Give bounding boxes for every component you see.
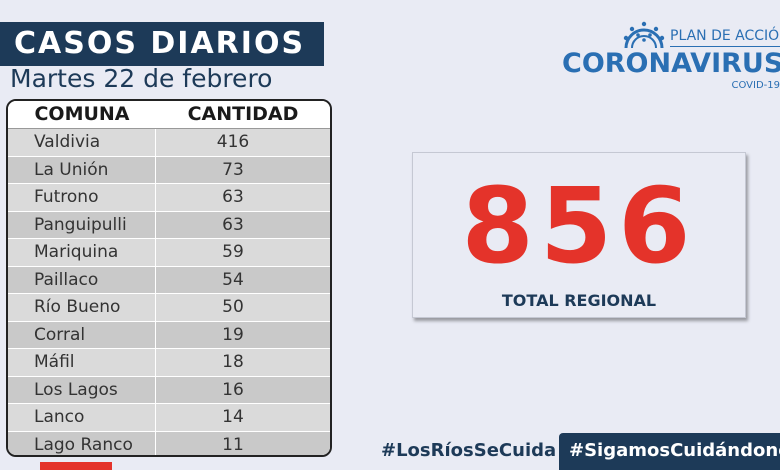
- cantidad-cell: 19: [222, 324, 244, 345]
- cantidad-cell: 73: [222, 159, 244, 180]
- comuna-cell: Panguipulli: [8, 211, 156, 238]
- table-row: Paillaco 54: [8, 266, 330, 294]
- logo-underline: [670, 46, 780, 47]
- total-label: TOTAL REGIONAL: [501, 291, 657, 310]
- hashtag-los-rios: #LosRíosSeCuida: [381, 440, 557, 461]
- comuna-cell: Los Lagos: [8, 376, 156, 403]
- comuna-cell: Futrono: [8, 184, 156, 211]
- cantidad-cell: 18: [222, 352, 244, 372]
- comuna-cell: Paillaco: [8, 266, 156, 293]
- cantidad-cell: 63: [222, 187, 244, 207]
- virus-icon: [623, 21, 665, 49]
- cantidad-cell: 14: [222, 407, 244, 427]
- cantidad-cell: 416: [216, 132, 250, 152]
- table-row: La Unión 73: [8, 156, 330, 184]
- cantidad-cell: 59: [222, 242, 244, 262]
- cantidad-cell: 63: [222, 214, 244, 235]
- total-number: 856: [461, 165, 697, 287]
- comuna-cell: Mariquina: [8, 239, 156, 266]
- comuna-cell: Corral: [8, 321, 156, 348]
- hashtag-banner: #SigamosCuidándonos: [559, 433, 780, 470]
- logo-plan-text: PLAN DE ACCIÓN: [670, 28, 780, 44]
- date-subtitle: Martes 22 de febrero: [10, 64, 273, 93]
- table-row: Corral 19: [8, 321, 330, 349]
- cantidad-cell: 50: [222, 297, 244, 317]
- cantidad-cell: 54: [222, 269, 244, 290]
- title-banner: CASOS DIARIOS: [0, 22, 324, 66]
- logo-main-text: CORONAVIRUS: [562, 48, 780, 79]
- cantidad-cell: 16: [222, 379, 244, 400]
- table-row: Lago Ranco 11: [8, 431, 330, 455]
- cantidad-cell: 11: [222, 434, 244, 455]
- total-box: 856 TOTAL REGIONAL: [412, 152, 746, 318]
- table-row: Río Bueno 50: [8, 294, 330, 322]
- comuna-cell: La Unión: [8, 156, 156, 183]
- red-accent-strip: [40, 462, 112, 470]
- table-body: Valdivia 416 La Unión 73 Futrono 63 Panguip…: [8, 129, 330, 455]
- comuna-cell: Máfil: [8, 349, 156, 376]
- table-row: Panguipulli 63: [8, 211, 330, 239]
- table-row: Los Lagos 16: [8, 376, 330, 404]
- page-title: CASOS DIARIOS: [14, 26, 306, 61]
- cases-table: COMUNA CANTIDAD Valdivia 416 La Unión 73 F…: [6, 99, 332, 457]
- logo-covid-text: COVID-19: [731, 80, 780, 91]
- comuna-cell: Valdivia: [8, 129, 156, 156]
- comuna-cell: Lago Ranco: [8, 431, 156, 455]
- column-header-cantidad: CANTIDAD: [187, 103, 299, 125]
- comuna-cell: Lanco: [8, 404, 156, 431]
- coronavirus-logo: PLAN DE ACCIÓN CORONAVIRUS COVID-19: [560, 18, 780, 98]
- table-row: Mariquina 59: [8, 239, 330, 267]
- table-row: Futrono 63: [8, 184, 330, 212]
- comuna-cell: Río Bueno: [8, 294, 156, 321]
- table-row: Valdivia 416: [8, 129, 330, 157]
- hashtag-sigamos: #SigamosCuidándonos: [569, 440, 780, 461]
- table-row: Lanco 14: [8, 404, 330, 432]
- table-header: COMUNA CANTIDAD: [8, 101, 330, 129]
- column-header-comuna: COMUNA: [34, 103, 130, 125]
- table-row: Máfil 18: [8, 349, 330, 377]
